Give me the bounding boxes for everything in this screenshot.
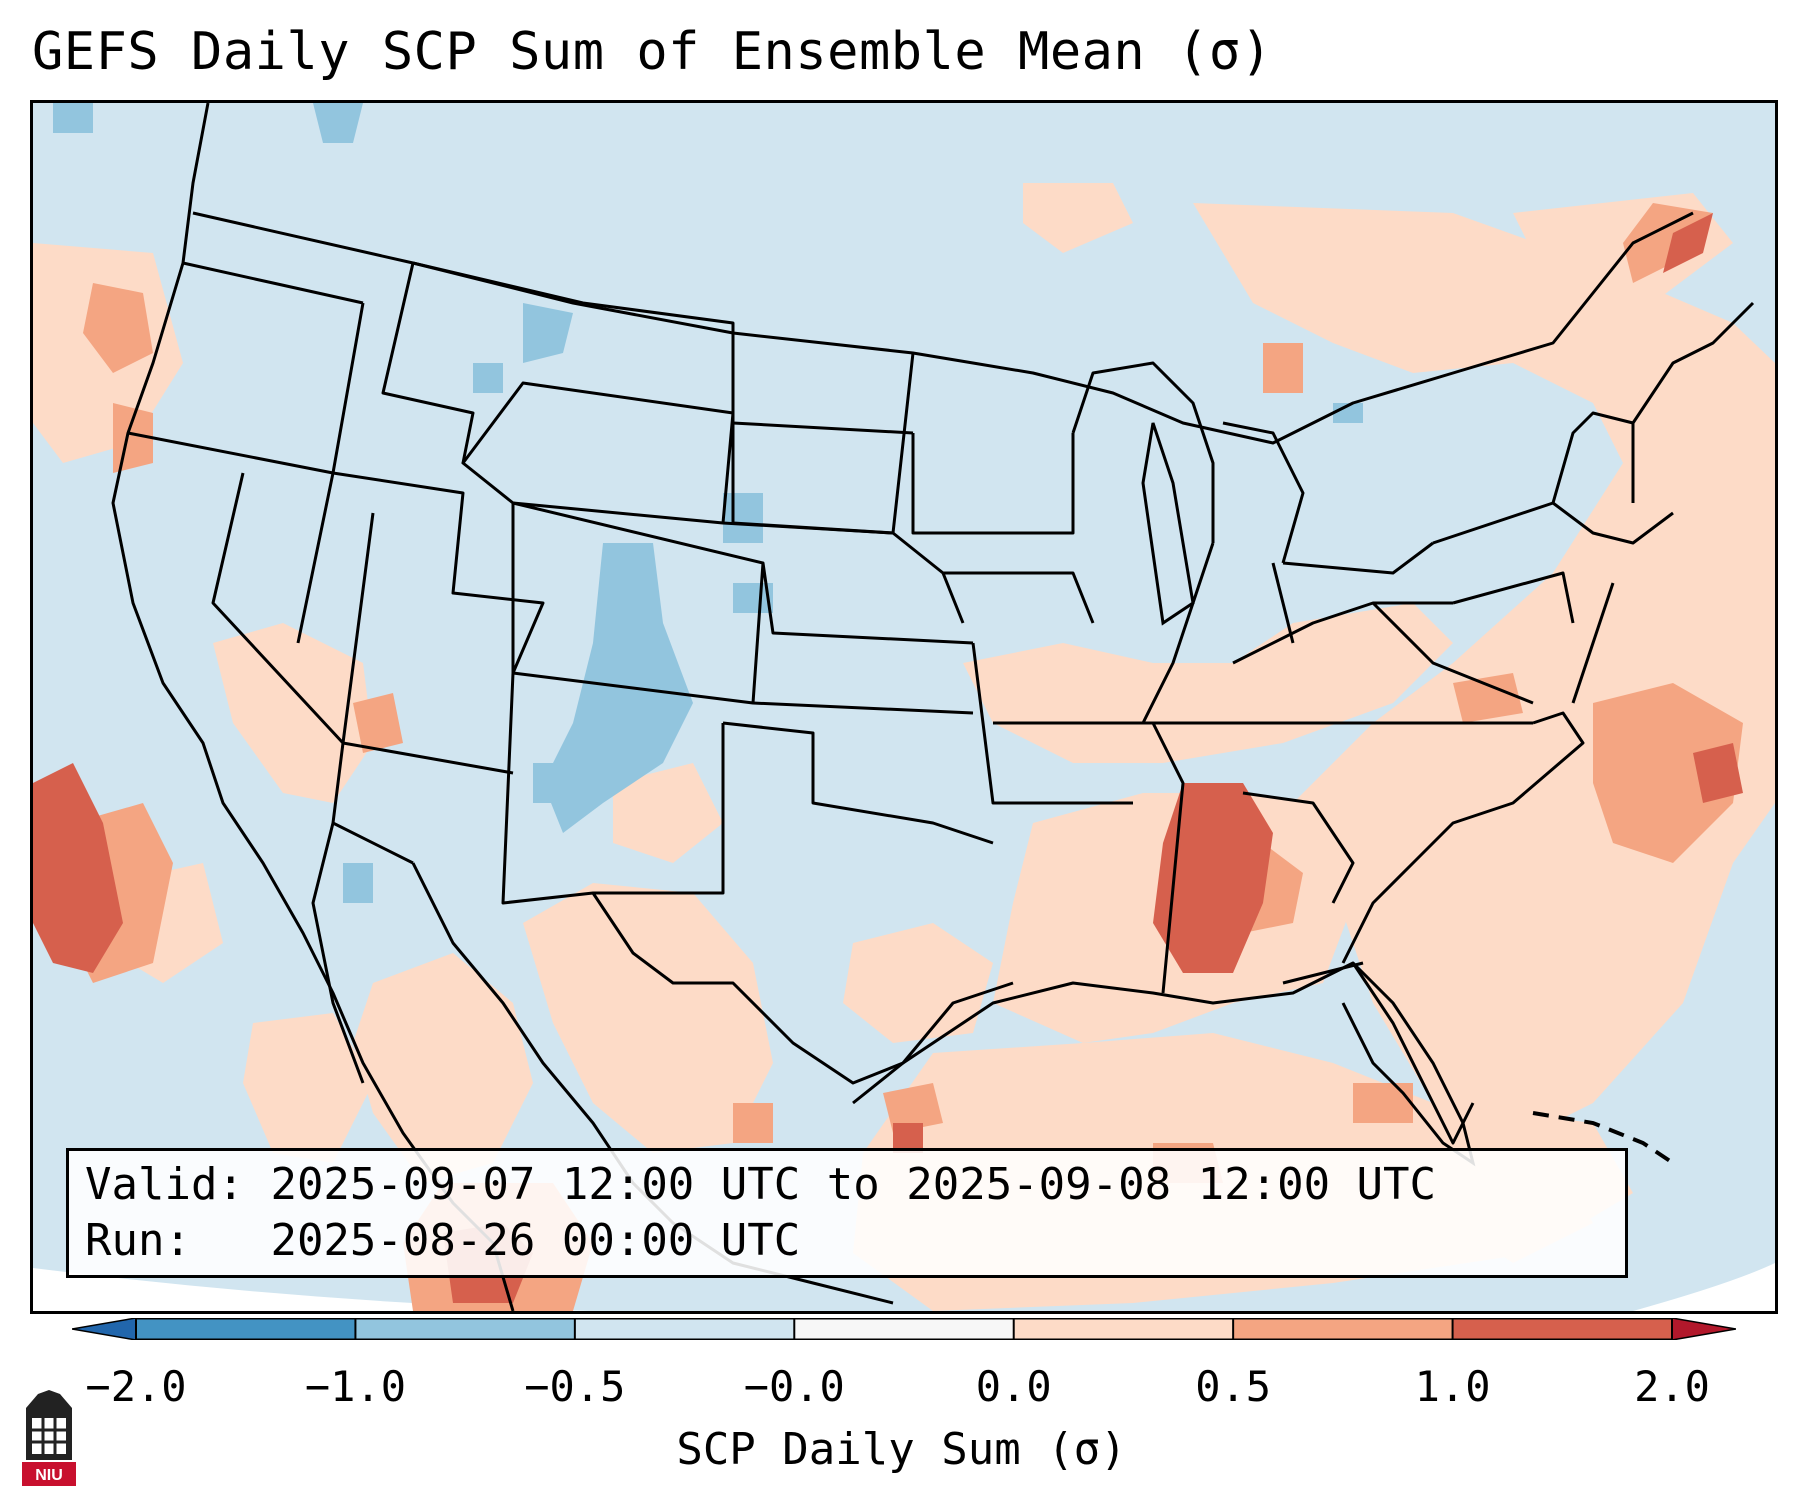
colorbar-tick-label: 0.0 (975, 1362, 1052, 1411)
logo-badge (22, 1462, 76, 1486)
caribbean-islands (1532, 1111, 1675, 1165)
colorbar-tick-label: −1.0 (304, 1362, 406, 1411)
logo-window (32, 1418, 66, 1454)
colorbar-segment (574, 1318, 795, 1340)
colorbar-segment (355, 1318, 576, 1340)
valid-label: Valid: (85, 1159, 244, 1210)
colorbar-segment (136, 1318, 356, 1340)
run-label: Run: (85, 1215, 191, 1266)
colorbar-tick-label: −2.0 (85, 1362, 187, 1411)
colorbar-tick-label: 1.0 (1414, 1362, 1491, 1411)
colorbar (72, 1318, 1736, 1340)
colorbar-segment (1013, 1318, 1234, 1340)
map-panel (30, 100, 1778, 1314)
colorbar-tick-label: 0.5 (1195, 1362, 1272, 1411)
scp-map (33, 103, 1775, 1311)
lake-michigan (1141, 422, 1195, 626)
niu-logo: NIU (22, 1390, 76, 1486)
colorbar-extend-low (72, 1318, 137, 1340)
colorbar-tick-label: −0.0 (743, 1362, 845, 1411)
colorbar-segment (794, 1318, 1015, 1340)
projection-edge (33, 1268, 592, 1311)
valid-run-info: Valid: 2025-09-07 12:00 UTC to 2025-09-0… (66, 1148, 1628, 1278)
anomaly-1.0-to-2.0 (33, 213, 1743, 1303)
run-value: 2025-08-26 00:00 UTC (270, 1215, 801, 1266)
colorbar-tick-label: 2.0 (1634, 1362, 1710, 1411)
colorbar-segment (1233, 1318, 1454, 1340)
colorbar-tick-label: −0.5 (524, 1362, 626, 1411)
map-title: GEFS Daily SCP Sum of Ensemble Mean (σ) (32, 22, 1273, 82)
projection-edge-right (1633, 1263, 1775, 1311)
valid-value: 2025-09-07 12:00 UTC to 2025-09-08 12:00… (270, 1159, 1437, 1210)
colorbar-label: SCP Daily Sum (σ) (676, 1424, 1127, 1475)
anomaly-minus1.0-to-minus0.5 (53, 103, 1363, 903)
colorbar-segment (1452, 1318, 1673, 1340)
colorbar-extend-high (1671, 1318, 1736, 1340)
logo-text: NIU (35, 1467, 63, 1484)
